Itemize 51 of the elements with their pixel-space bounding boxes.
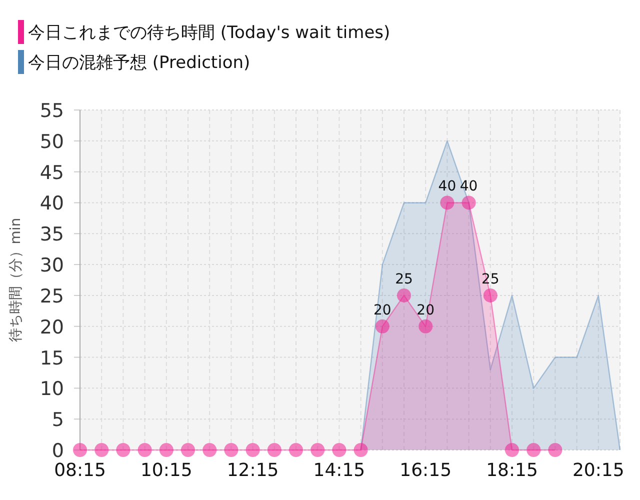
y-tick-label: 45 — [40, 162, 64, 184]
y-tick-label: 20 — [40, 316, 64, 338]
point — [375, 319, 390, 334]
y-tick-label: 15 — [40, 347, 64, 370]
point — [505, 443, 519, 457]
point — [181, 443, 195, 457]
y-tick-label: 30 — [40, 254, 64, 277]
y-tick-label: 55 — [40, 100, 64, 122]
y-tick-label: 50 — [40, 130, 64, 153]
y-tick-label: 0 — [52, 440, 64, 462]
point — [224, 443, 238, 457]
point — [289, 443, 303, 457]
y-tick-label: 25 — [40, 285, 64, 308]
point — [462, 196, 476, 210]
point — [354, 443, 368, 457]
point — [310, 443, 325, 457]
data-label: 20 — [373, 302, 392, 318]
data-label: 25 — [481, 271, 500, 288]
point — [397, 288, 411, 302]
legend-label: 今日の混雑予想 (Prediction) — [28, 53, 250, 73]
data-label: 25 — [395, 271, 413, 288]
y-tick-label: 40 — [40, 192, 64, 215]
point — [159, 443, 174, 457]
point — [116, 443, 130, 457]
y-axis-title: 待ち時間（分）min — [8, 218, 24, 342]
x-tick-label: 16:15 — [400, 460, 452, 481]
y-tick-label: 5 — [52, 409, 64, 432]
point — [73, 443, 87, 457]
x-tick-label: 12:15 — [226, 460, 279, 481]
point — [332, 443, 346, 457]
point — [138, 443, 152, 457]
x-tick-label: 14:15 — [313, 460, 366, 481]
legend-label: 今日これまでの待ち時間 (Today's wait times) — [28, 23, 390, 43]
point — [267, 443, 282, 457]
point — [202, 443, 217, 457]
data-label: 40 — [438, 178, 456, 195]
x-tick-label: 08:15 — [54, 460, 106, 481]
y-tick-label: 10 — [40, 378, 64, 400]
x-tick-label: 10:15 — [140, 460, 192, 481]
x-tick-label: 18:15 — [486, 460, 538, 481]
x-tick-label: 20:15 — [572, 460, 624, 481]
data-label: 40 — [460, 178, 478, 195]
point — [440, 196, 454, 210]
point — [526, 443, 541, 457]
point — [418, 319, 433, 334]
point — [483, 288, 498, 302]
point — [94, 443, 109, 457]
data-label: 20 — [416, 302, 435, 318]
point — [548, 443, 562, 457]
y-tick-label: 35 — [40, 224, 64, 246]
point — [246, 443, 260, 457]
